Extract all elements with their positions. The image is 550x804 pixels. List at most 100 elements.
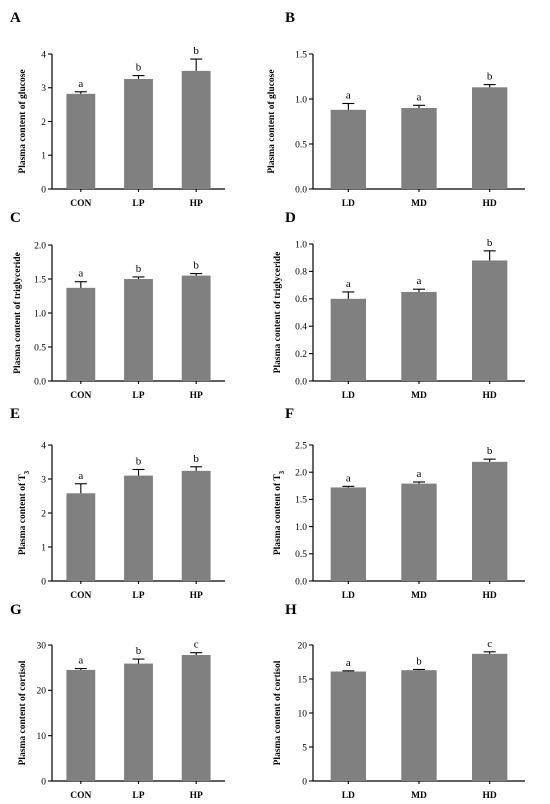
y-axis-title: Plasma content of cortisol [18,660,28,765]
significance-letter: b [136,62,142,74]
panel-b: B 0.0 0.5 1.0 1.5 Plasma content of glucose a L… [267,10,525,209]
x-tick-label: CON [70,591,91,601]
bar [66,493,96,581]
significance-letter: b [193,45,199,57]
panel-letter: B [285,10,295,26]
y-tick-label: 4 [41,441,46,451]
y-tick-label: 0.0 [295,577,307,587]
y-tick-label: 0 [41,577,46,587]
y-tick-label: 1.0 [295,95,307,105]
bar [401,483,437,581]
y-tick-label: 0.8 [295,268,307,278]
x-tick-label: MD [411,199,427,209]
panel-g: G 0 10 20 30 Plasma content of cortisol a CON b L… [10,602,225,801]
x-tick-label: HD [483,791,497,801]
x-tick-label: HD [483,391,497,401]
significance-letter: a [78,268,83,280]
y-tick-label: 5 [302,743,307,753]
panel-letter: H [285,602,297,618]
y-axis-title-subscript: 3 [278,470,286,474]
bar [181,275,211,381]
y-tick-label: 1.0 [295,240,307,250]
significance-letter: a [417,91,422,103]
x-tick-label: LD [342,791,355,801]
bar [330,298,366,381]
y-tick-label: 1.5 [295,50,307,60]
panel-letter: E [10,406,20,422]
y-tick-label: 2 [41,118,46,128]
y-tick-label: 0.4 [295,323,307,333]
y-axis-title-subscript: 3 [23,470,31,474]
significance-letter: b [136,455,142,467]
y-tick-label: 0.5 [295,140,307,150]
bar [124,78,153,189]
panel-h: H 0 5 10 15 20 Plasma content of cortisol a LD b M… [273,602,525,801]
x-tick-label: LP [132,199,144,209]
significance-letter: a [346,278,351,290]
bar [66,287,96,381]
y-tick-label: 1.0 [295,523,307,533]
bar [124,279,153,381]
bar [66,93,96,189]
bar [401,670,437,781]
significance-letter: a [417,275,422,287]
bar [472,461,508,581]
x-tick-label: HP [190,199,203,209]
significance-letter: b [416,655,422,667]
y-tick-label: 10 [298,709,308,719]
bar [124,663,153,781]
y-axis-title: Plasma content of glucose [267,69,277,173]
panel-d: D 0.0 0.2 0.4 0.6 0.8 1.0 Plasma content of tri… [273,210,525,401]
panel-f: F 0.0 0.5 1.0 1.5 2.0 2.5 Plasma content of T3 a… [273,406,525,601]
y-tick-label: 1 [41,543,46,553]
significance-letter: b [193,260,199,272]
y-tick-label: 30 [37,641,47,651]
x-tick-label: HP [190,391,203,401]
y-tick-label: 0 [41,185,46,195]
panel-letter: F [285,406,294,422]
significance-letter: c [194,639,199,651]
x-tick-label: LD [342,591,355,601]
y-tick-label: 0.5 [34,343,46,353]
y-tick-label: 0.2 [295,350,307,360]
bar [472,260,508,381]
y-tick-label: 0 [302,777,307,787]
significance-letter: a [78,470,83,482]
y-axis-title: Plasma content of T3 [18,470,31,555]
bar [181,470,211,581]
x-tick-label: LD [342,199,355,209]
x-tick-label: LP [132,591,144,601]
significance-letter: b [487,71,493,83]
y-tick-label: 2 [41,509,46,519]
bar [472,653,508,781]
significance-letter: a [78,655,83,667]
bar [472,87,508,189]
bar [330,109,366,189]
y-tick-label: 0.0 [295,377,307,387]
bar [401,108,437,189]
bar [181,70,211,189]
y-tick-label: 15 [298,675,308,685]
x-tick-label: CON [70,199,91,209]
y-tick-label: 0 [41,777,46,787]
y-tick-label: 0.0 [34,377,46,387]
y-tick-label: 0.0 [295,185,307,195]
x-tick-label: MD [411,391,427,401]
panel-c: C 0.0 0.5 1.0 1.5 2.0 Plasma content of trigly… [10,210,225,401]
x-tick-label: CON [70,791,91,801]
significance-letter: b [487,445,493,457]
panel-letter: G [10,602,22,618]
significance-letter: a [417,468,422,480]
y-tick-label: 1.0 [34,309,46,319]
significance-letter: b [193,453,199,465]
panel-letter: D [285,210,296,226]
y-tick-label: 4 [41,50,46,60]
significance-letter: a [346,90,351,102]
y-tick-label: 3 [41,475,46,485]
significance-letter: b [487,237,493,249]
y-tick-label: 1 [41,152,46,162]
y-tick-label: 2.0 [34,241,46,251]
significance-letter: b [136,263,142,275]
significance-letter: a [346,472,351,484]
